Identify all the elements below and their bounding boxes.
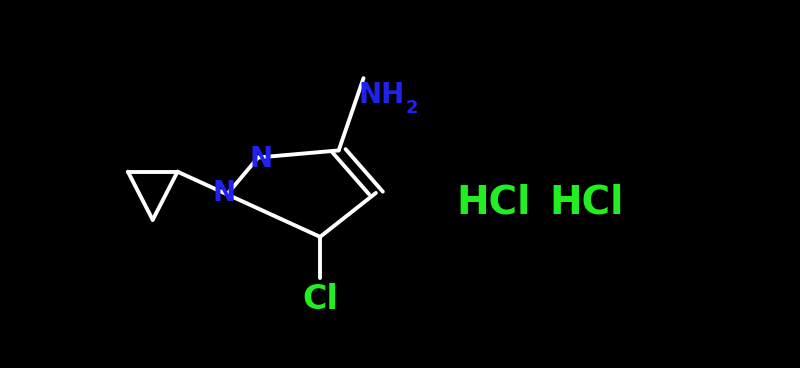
Text: Cl: Cl [302, 283, 338, 316]
Text: N: N [213, 179, 235, 207]
Text: 2: 2 [406, 99, 418, 117]
Text: N: N [250, 145, 273, 173]
Text: NH: NH [359, 81, 406, 109]
Text: HCl: HCl [550, 184, 624, 222]
Text: HCl: HCl [457, 184, 531, 222]
